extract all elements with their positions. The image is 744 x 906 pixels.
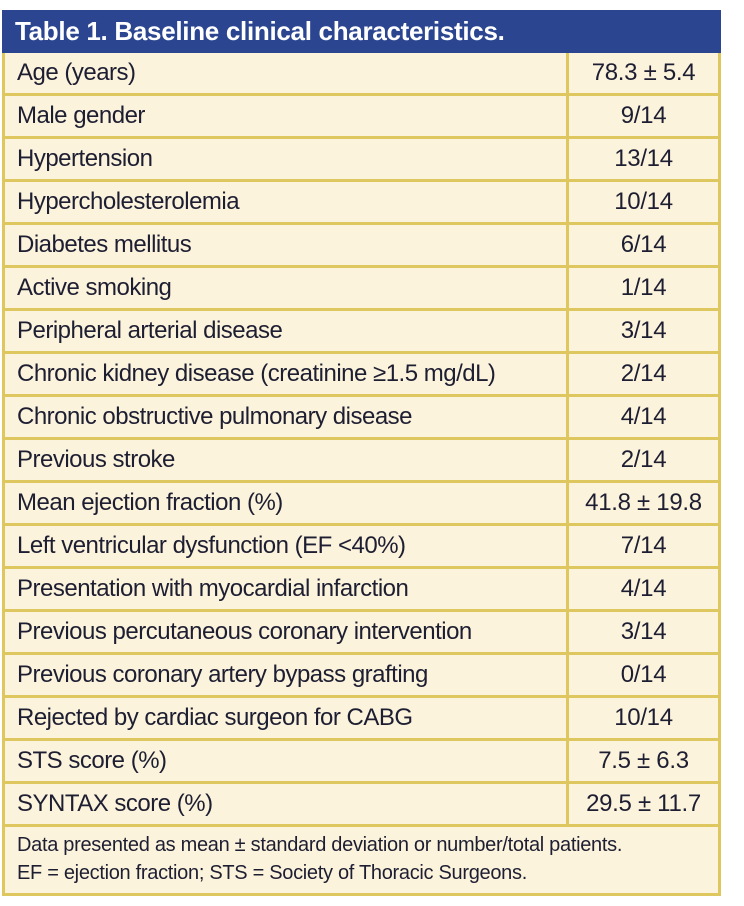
table-row: Diabetes mellitus 6/14 [5, 225, 718, 268]
table-row: Previous percutaneous coronary intervent… [5, 612, 718, 655]
row-value: 1/14 [566, 268, 718, 308]
footnote-line-2: EF = ejection fraction; STS = Society of… [17, 862, 527, 884]
table-title: Table 1. Baseline clinical characteristi… [15, 16, 505, 46]
table-row: Male gender 9/14 [5, 96, 718, 139]
table-row: Hypercholesterolemia 10/14 [5, 182, 718, 225]
table-row: Hypertension 13/14 [5, 139, 718, 182]
row-label: Hypertension [17, 145, 153, 172]
row-value: 3/14 [566, 612, 718, 652]
row-value: 10/14 [566, 182, 718, 222]
table-row: STS score (%) 7.5 ± 6.3 [5, 741, 718, 784]
row-label: SYNTAX score (%) [17, 790, 213, 817]
row-label: Previous coronary artery bypass grafting [17, 661, 428, 688]
row-value: 4/14 [566, 397, 718, 437]
row-value: 78.3 ± 5.4 [566, 53, 718, 93]
row-label: Chronic obstructive pulmonary disease [17, 403, 413, 430]
row-label: Previous percutaneous coronary intervent… [17, 618, 472, 645]
row-label: Age (years) [17, 59, 136, 86]
row-value: 29.5 ± 11.7 [566, 784, 718, 824]
table-footnote: Data presented as mean ± standard deviat… [5, 827, 718, 893]
table-row: Presentation with myocardial infarction 4… [5, 569, 718, 612]
row-label: Diabetes mellitus [17, 231, 192, 258]
row-value: 2/14 [566, 440, 718, 480]
footnote-line-1: Data presented as mean ± standard deviat… [17, 834, 623, 856]
row-label: Left ventricular dysfunction (EF <40%) [17, 532, 406, 559]
table-row: SYNTAX score (%) 29.5 ± 11.7 [5, 784, 718, 827]
table-row: Left ventricular dysfunction (EF <40%) 7/… [5, 526, 718, 569]
table-row: Age (years) 78.3 ± 5.4 [5, 53, 718, 96]
row-label: Peripheral arterial disease [17, 317, 283, 344]
row-value: 0/14 [566, 655, 718, 695]
row-label: Rejected by cardiac surgeon for CABG [17, 704, 413, 731]
table-row: Rejected by cardiac surgeon for CABG 10/1… [5, 698, 718, 741]
row-value: 3/14 [566, 311, 718, 351]
row-value: 13/14 [566, 139, 718, 179]
table-row: Chronic obstructive pulmonary disease 4/1… [5, 397, 718, 440]
table-row: Previous coronary artery bypass grafting… [5, 655, 718, 698]
row-label: Presentation with myocardial infarction [17, 575, 409, 602]
table-row: Previous stroke 2/14 [5, 440, 718, 483]
row-label: Male gender [17, 102, 145, 129]
row-label: Previous stroke [17, 446, 175, 473]
table-row: Peripheral arterial disease 3/14 [5, 311, 718, 354]
row-value: 41.8 ± 19.8 [566, 483, 718, 523]
table-title-bar: Table 1. Baseline clinical characteristi… [2, 10, 721, 53]
row-value: 7/14 [566, 526, 718, 566]
table-body: Age (years) 78.3 ± 5.4 Male gender 9/14 Hype… [2, 53, 721, 896]
table-rows: Age (years) 78.3 ± 5.4 Male gender 9/14 Hype… [5, 53, 718, 827]
row-label: Mean ejection fraction (%) [17, 489, 283, 516]
row-value: 4/14 [566, 569, 718, 609]
table-row: Active smoking 1/14 [5, 268, 718, 311]
row-label: STS score (%) [17, 747, 167, 774]
row-value: 10/14 [566, 698, 718, 738]
row-label: Active smoking [17, 274, 172, 301]
row-value: 9/14 [566, 96, 718, 136]
baseline-characteristics-table: Table 1. Baseline clinical characteristi… [2, 10, 721, 896]
row-label: Chronic kidney disease (creatinine ≥1.5 … [17, 360, 496, 387]
row-value: 6/14 [566, 225, 718, 265]
row-label: Hypercholesterolemia [17, 188, 240, 215]
table-row: Chronic kidney disease (creatinine ≥1.5 … [5, 354, 718, 397]
row-value: 7.5 ± 6.3 [566, 741, 718, 781]
row-value: 2/14 [566, 354, 718, 394]
table-row: Mean ejection fraction (%) 41.8 ± 19.8 [5, 483, 718, 526]
